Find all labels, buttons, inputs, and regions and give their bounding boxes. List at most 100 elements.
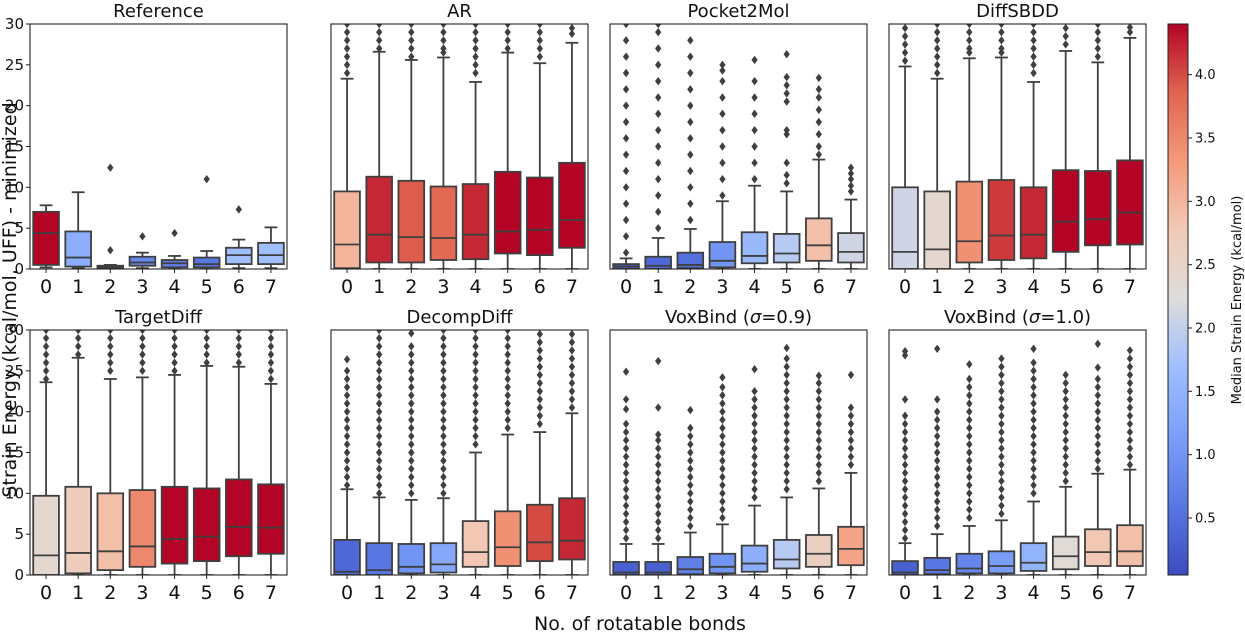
x-tick-label: 5 — [201, 276, 213, 298]
x-tick-label: 3 — [437, 276, 449, 298]
outlier-point — [998, 387, 1005, 396]
outlier-point — [1062, 419, 1069, 429]
outlier-point — [376, 464, 383, 474]
outlier-point — [376, 358, 383, 367]
outlier-point — [568, 346, 576, 355]
box-1 — [365, 24, 393, 269]
x-tick-label: 5 — [781, 276, 793, 298]
outlier-point — [687, 183, 694, 192]
outlier-point — [622, 101, 630, 110]
y-tick-label: 30 — [5, 15, 24, 33]
outlier-point — [472, 60, 479, 70]
outlier-point — [267, 330, 275, 335]
box-iqr — [805, 217, 833, 262]
outlier-point — [343, 456, 351, 465]
box-2 — [955, 360, 984, 575]
outlier-point — [687, 117, 694, 127]
outlier-point — [1094, 44, 1101, 53]
outlier-point — [998, 27, 1005, 37]
outlier-point — [376, 27, 383, 37]
outlier-point — [815, 378, 822, 388]
outlier-point — [536, 346, 543, 355]
outlier-point — [847, 427, 855, 437]
outlier-point — [655, 430, 662, 439]
outlier-point — [1062, 395, 1069, 404]
outlier-point — [440, 407, 447, 416]
x-tick-label: 3 — [136, 276, 148, 298]
x-tick-label: 6 — [1092, 582, 1104, 604]
outlier-point — [408, 24, 415, 29]
outlier-point — [1030, 358, 1037, 367]
outlier-point — [408, 350, 415, 359]
outlier-point — [622, 215, 630, 225]
outlier-point — [408, 464, 415, 474]
box-7 — [558, 24, 586, 269]
outlier-point — [408, 431, 415, 441]
outlier-point — [622, 85, 630, 94]
outlier-point — [536, 395, 543, 404]
outlier-point — [107, 358, 114, 367]
x-tick-label: 4 — [470, 582, 482, 604]
outlier-point — [440, 350, 447, 359]
x-tick-label: 3 — [716, 582, 728, 604]
outlier-point — [1126, 346, 1134, 355]
outlier-point — [966, 497, 973, 506]
outlier-point — [847, 187, 855, 196]
outlier-point — [622, 134, 630, 143]
panel-frame — [330, 23, 589, 270]
outlier-point — [376, 44, 383, 53]
outlier-point — [376, 440, 383, 449]
outlier-point — [622, 493, 630, 502]
outlier-point — [847, 174, 855, 184]
outlier-point — [751, 174, 758, 184]
box-iqr — [1019, 542, 1048, 572]
outlier-point — [998, 501, 1005, 510]
outlier-point — [408, 342, 415, 351]
outlier-point — [847, 169, 855, 178]
outlier-point — [622, 525, 630, 535]
box-3 — [429, 330, 458, 575]
outlier-point — [998, 411, 1005, 420]
outlier-point — [622, 509, 630, 518]
outlier-point — [42, 366, 50, 376]
y-tick-label: 5 — [14, 219, 24, 237]
outlier-point — [440, 342, 447, 351]
x-tick-label: 7 — [1124, 582, 1136, 604]
box-iqr — [64, 485, 92, 575]
box-iqr — [558, 497, 586, 561]
outlier-point — [440, 415, 447, 425]
box-iqr — [526, 503, 554, 563]
outlier-point — [687, 448, 694, 457]
outlier-point — [998, 476, 1005, 486]
x-tick-label: 1 — [373, 276, 385, 298]
outlier-point — [1094, 464, 1101, 474]
outlier-point — [934, 497, 941, 506]
outlier-point — [203, 174, 210, 184]
outlier-point — [783, 436, 790, 445]
outlier-point — [343, 464, 351, 474]
outlier-point — [655, 207, 662, 217]
outlier-point — [408, 480, 415, 490]
outlier-point — [815, 150, 822, 159]
box-iqr — [837, 232, 865, 264]
box-iqr — [1084, 528, 1112, 567]
outlier-point — [1126, 411, 1134, 420]
box-iqr — [461, 183, 490, 261]
outlier-point — [568, 362, 576, 371]
outlier-point — [472, 333, 479, 343]
outlier-point — [1094, 423, 1101, 433]
outlier-point — [901, 436, 909, 445]
outlier-point — [901, 395, 909, 404]
outlier-point — [783, 362, 790, 371]
outlier-point — [934, 472, 941, 482]
outlier-point — [901, 460, 909, 469]
outlier-point — [655, 174, 662, 184]
outlier-point — [1094, 456, 1101, 465]
outlier-point — [504, 333, 511, 343]
outlier-point — [376, 342, 383, 351]
box-3 — [128, 232, 157, 269]
outlier-point — [966, 505, 973, 514]
panel-ar: AR 0 1 2 3 4 5 6 7 — [330, 1, 589, 298]
box-iqr — [676, 556, 705, 575]
box-4 — [740, 55, 769, 269]
